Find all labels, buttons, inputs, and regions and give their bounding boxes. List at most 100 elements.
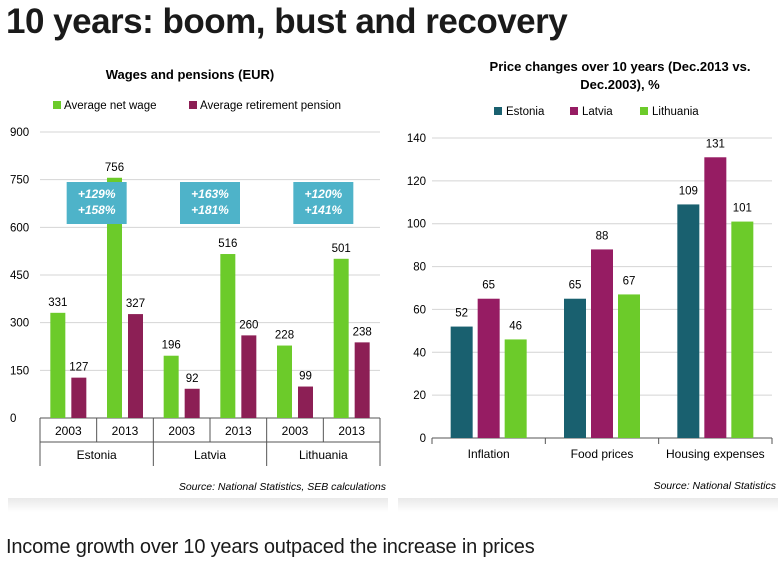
data-label: 756: [105, 162, 124, 174]
growth-badge: [66, 182, 127, 224]
y-tick-label: 750: [10, 175, 29, 187]
chart-title: Wages and pensions (EUR): [106, 67, 275, 82]
data-label: 238: [353, 326, 372, 338]
bar: [591, 249, 613, 438]
y-tick-label: 0: [420, 433, 426, 445]
legend-label: Average retirement pension: [200, 100, 341, 112]
data-label: 501: [332, 243, 351, 255]
panel-shadow: [8, 498, 388, 512]
price-changes-chart-panel: Price changes over 10 years (Dec.2013 vs…: [398, 52, 778, 512]
data-label: 327: [126, 298, 145, 310]
legend-label: Average net wage: [64, 100, 157, 112]
growth-badge-text: +163%: [191, 187, 229, 201]
legend-swatch: [189, 101, 197, 109]
legend-swatch: [640, 107, 648, 115]
headline: 10 years: boom, bust and recovery: [6, 2, 568, 41]
bar: [50, 312, 66, 418]
data-label: 516: [218, 238, 237, 250]
growth-badge-text: +141%: [304, 203, 342, 217]
y-tick-label: 0: [10, 413, 16, 425]
group-label: Latvia: [194, 448, 226, 462]
bar: [184, 388, 200, 418]
growth-badge: [293, 182, 354, 224]
bar: [241, 335, 257, 418]
bar: [677, 204, 700, 438]
bar: [220, 254, 236, 418]
data-label: 131: [706, 138, 725, 150]
y-tick-label: 900: [10, 127, 29, 139]
data-label: 46: [509, 320, 522, 332]
growth-badge-text: +129%: [78, 187, 116, 201]
data-label: 228: [275, 330, 294, 342]
data-label: 65: [569, 280, 582, 292]
bar: [731, 221, 754, 438]
chart-title: Price changes over 10 years (Dec.2013 vs…: [490, 59, 751, 74]
data-label: 331: [48, 297, 67, 309]
x-tick-label: Food prices: [571, 447, 634, 461]
data-label: 67: [623, 275, 636, 287]
x-tick-label: 2013: [225, 424, 252, 438]
bar: [333, 258, 349, 418]
caption: Income growth over 10 years outpaced the…: [6, 536, 535, 558]
bar: [298, 386, 313, 418]
legend-swatch: [570, 107, 578, 115]
source-note: Source: National Statistics, SEB calcula…: [179, 481, 387, 493]
group-label: Estonia: [77, 448, 117, 462]
panel-shadow: [398, 498, 778, 512]
data-label: 196: [162, 340, 181, 352]
bar: [354, 342, 370, 418]
bar: [128, 314, 143, 418]
x-tick-label: 2013: [112, 424, 139, 438]
x-tick-label: 2003: [168, 424, 195, 438]
y-tick-label: 40: [413, 347, 426, 359]
legend-label: Estonia: [506, 106, 545, 118]
y-tick-label: 100: [407, 219, 426, 231]
data-label: 65: [482, 280, 495, 292]
growth-badge: [180, 182, 240, 224]
data-label: 92: [186, 373, 199, 385]
bar: [504, 339, 527, 438]
price-changes-chart: Price changes over 10 years (Dec.2013 vs…: [407, 59, 777, 492]
growth-badge-text: +158%: [78, 203, 116, 217]
source-note: Source: National Statistics: [653, 480, 776, 492]
x-tick-label: Inflation: [468, 447, 510, 461]
x-tick-label: Housing expenses: [666, 447, 765, 461]
x-tick-label: 2003: [55, 424, 82, 438]
legend-label: Latvia: [582, 106, 613, 118]
data-label: 109: [679, 185, 698, 197]
wages-pensions-chart-panel: Wages and pensions (EUR) Average net wage…: [8, 52, 388, 512]
chart-title: Dec.2003), %: [580, 77, 660, 92]
data-label: 101: [733, 203, 752, 215]
x-tick-label: 2003: [282, 424, 309, 438]
data-label: 52: [455, 308, 468, 320]
bar: [450, 326, 473, 438]
y-tick-label: 20: [413, 390, 426, 402]
bar: [704, 157, 727, 438]
y-tick-label: 120: [407, 176, 426, 188]
bar: [564, 298, 586, 438]
data-label: 99: [299, 371, 312, 383]
y-tick-label: 80: [413, 262, 426, 274]
wages-pensions-chart: Wages and pensions (EUR) Average net wage…: [10, 67, 387, 493]
legend-swatch: [494, 107, 502, 115]
growth-badge-text: +120%: [304, 187, 342, 201]
legend-label: Lithuania: [652, 106, 699, 118]
legend-swatch: [53, 101, 61, 109]
growth-badge-text: +181%: [191, 203, 229, 217]
data-label: 88: [596, 230, 609, 242]
x-tick-label: 2013: [338, 424, 365, 438]
bar: [107, 177, 122, 418]
bar: [277, 345, 292, 418]
y-tick-label: 450: [10, 270, 29, 282]
y-tick-label: 600: [10, 222, 29, 234]
y-tick-label: 60: [413, 304, 426, 316]
data-label: 260: [239, 319, 258, 331]
bar: [163, 355, 179, 418]
data-label: 127: [69, 362, 88, 374]
y-tick-label: 300: [10, 318, 29, 330]
bar: [618, 294, 640, 438]
bar: [71, 377, 87, 418]
y-tick-label: 150: [10, 365, 29, 377]
bar: [477, 298, 500, 438]
y-tick-label: 140: [407, 133, 426, 145]
